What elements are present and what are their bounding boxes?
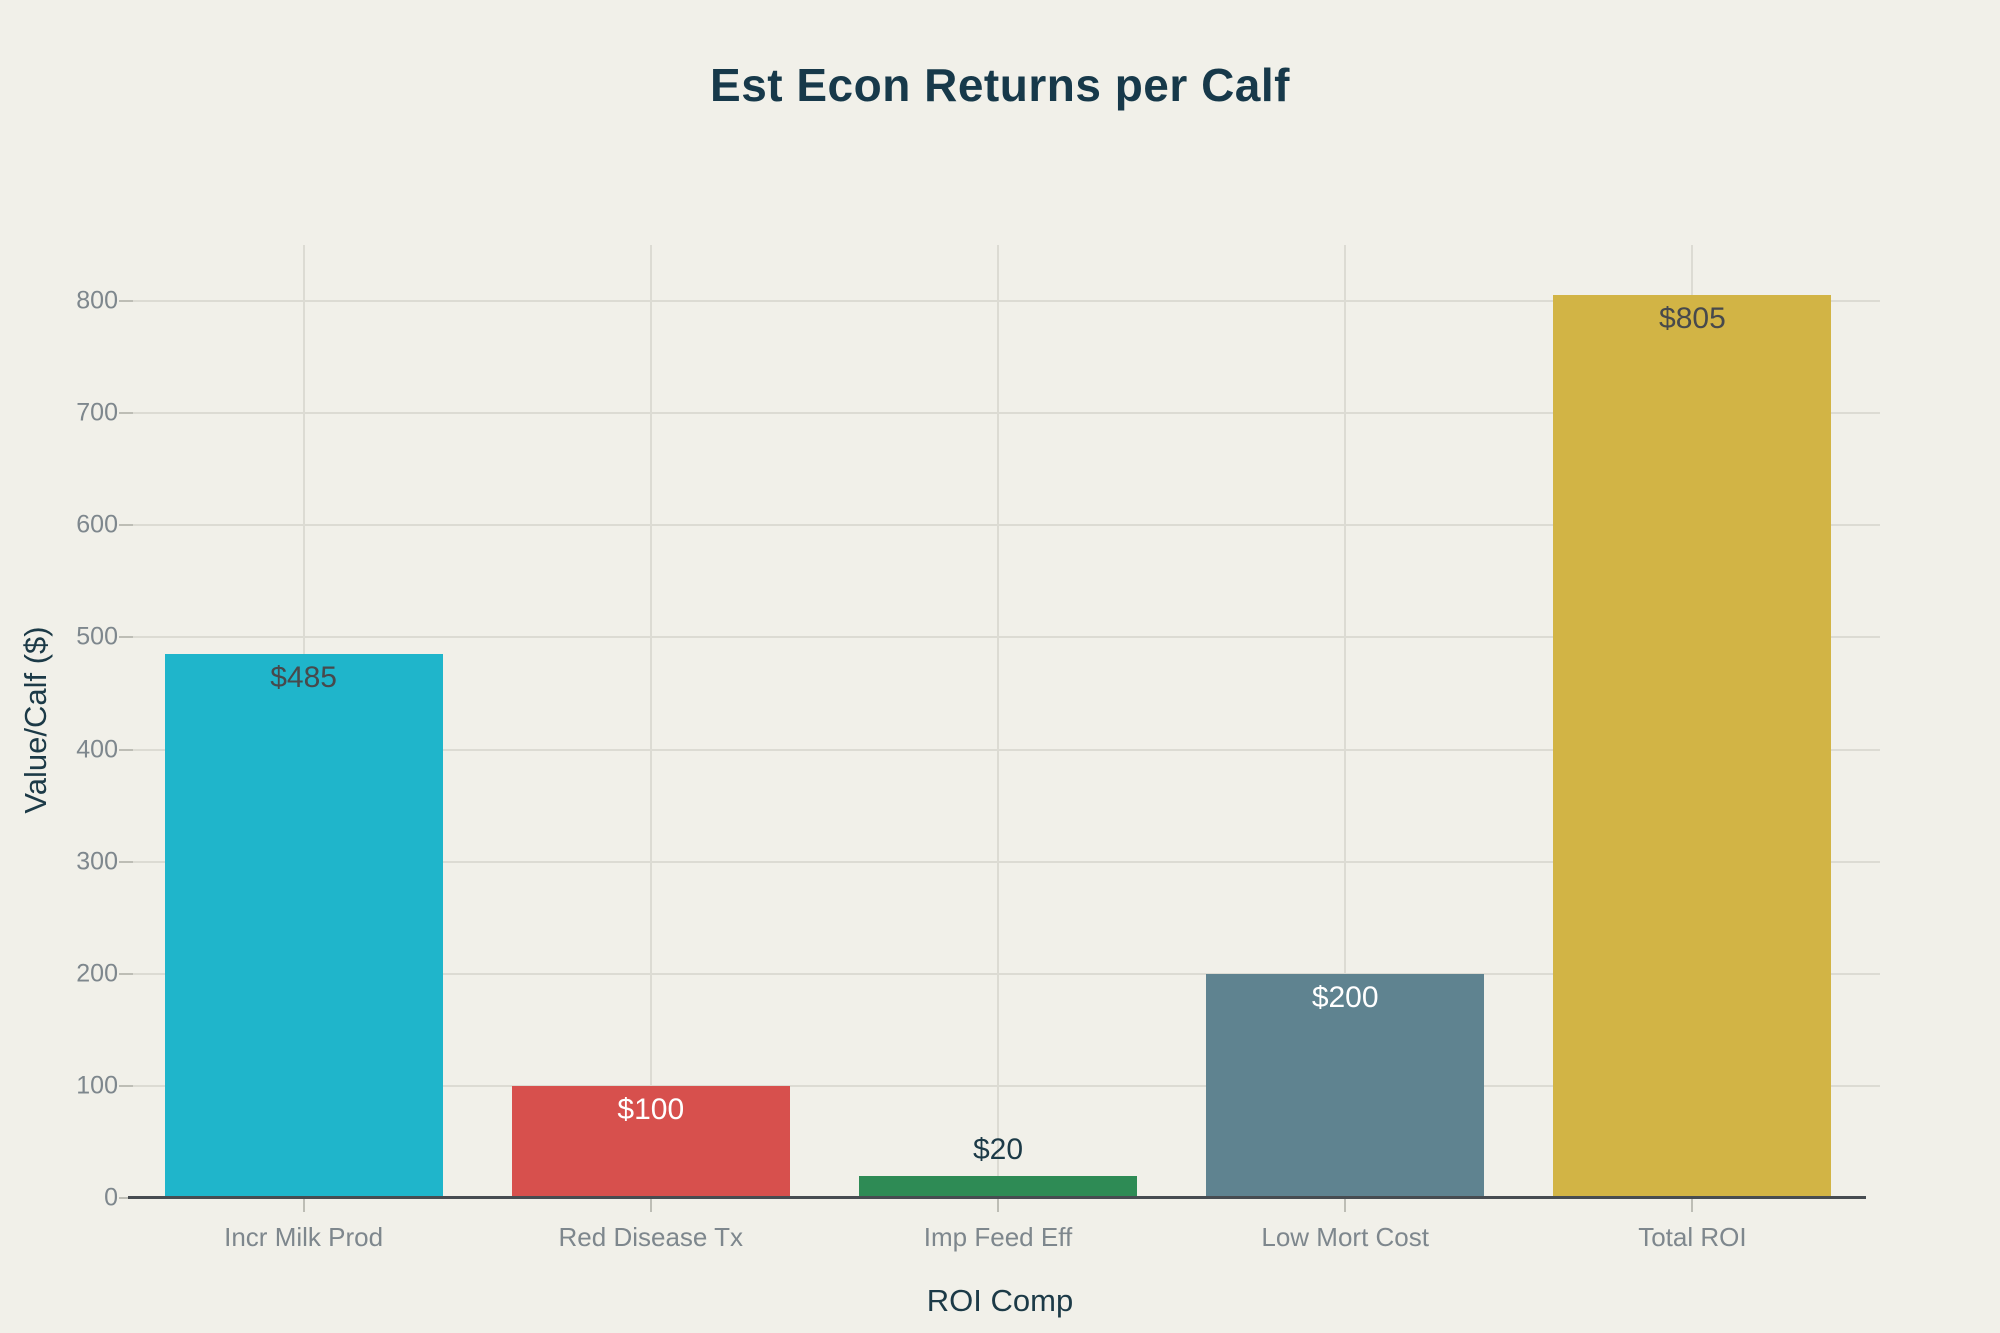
bar-value-label: $100 xyxy=(617,1092,685,1126)
bar xyxy=(1206,973,1485,1198)
gridline-horizontal xyxy=(133,860,1880,863)
x-tick-mark xyxy=(649,1199,652,1212)
y-tick-label: 800 xyxy=(76,286,118,315)
y-tick-mark xyxy=(119,636,133,639)
y-tick-mark xyxy=(119,972,133,975)
y-tick-mark xyxy=(119,860,133,863)
y-tick-label: 400 xyxy=(76,735,118,764)
y-axis-title: Value/Calf ($) xyxy=(18,626,53,814)
y-tick-mark xyxy=(119,1197,133,1199)
gridline-horizontal xyxy=(133,1084,1880,1087)
bar-value-label: $805 xyxy=(1659,302,1726,336)
gridline-vertical xyxy=(997,245,999,1198)
y-tick-mark xyxy=(119,412,133,415)
category-label: Incr Milk Prod xyxy=(224,1222,384,1252)
x-tick-mark xyxy=(1344,1199,1347,1212)
y-tick-label: 600 xyxy=(76,510,118,539)
gridline-horizontal xyxy=(133,748,1880,751)
x-tick-mark xyxy=(302,1199,305,1212)
bar-value-label: $20 xyxy=(972,1132,1024,1166)
category-label: Total ROI xyxy=(1638,1222,1747,1252)
category-label: Low Mort Cost xyxy=(1261,1222,1429,1252)
bar xyxy=(1553,295,1832,1198)
y-tick-mark xyxy=(119,524,133,527)
y-tick-mark xyxy=(119,300,133,303)
x-axis-line xyxy=(128,1196,1866,1199)
gridline-horizontal xyxy=(133,972,1880,975)
x-tick-mark xyxy=(997,1199,999,1212)
category-label: Imp Feed Eff xyxy=(923,1222,1073,1252)
bar xyxy=(164,654,443,1198)
bar-value-label: $485 xyxy=(270,661,337,695)
bar xyxy=(859,1175,1137,1198)
y-tick-label: 0 xyxy=(104,1183,118,1212)
bar-value-label: $200 xyxy=(1311,980,1379,1014)
y-tick-label: 200 xyxy=(76,959,118,988)
gridline-vertical xyxy=(649,245,652,1198)
gridline-horizontal xyxy=(133,412,1880,415)
category-label: Red Disease Tx xyxy=(558,1222,744,1252)
gridline-horizontal xyxy=(133,524,1880,527)
y-tick-label: 700 xyxy=(76,398,118,427)
y-tick-mark xyxy=(119,1084,133,1087)
gridline-horizontal xyxy=(133,300,1880,303)
y-tick-label: 500 xyxy=(76,622,118,651)
x-axis-title: ROI Comp xyxy=(926,1283,1074,1318)
bar xyxy=(511,1085,790,1198)
chart-title: Est Econ Returns per Calf xyxy=(710,59,1290,111)
y-tick-label: 300 xyxy=(76,847,118,876)
y-tick-label: 100 xyxy=(76,1071,118,1100)
gridline-horizontal xyxy=(133,636,1880,639)
x-tick-mark xyxy=(1691,1199,1694,1212)
y-tick-mark xyxy=(119,748,133,751)
gridline-vertical xyxy=(1344,245,1347,1198)
